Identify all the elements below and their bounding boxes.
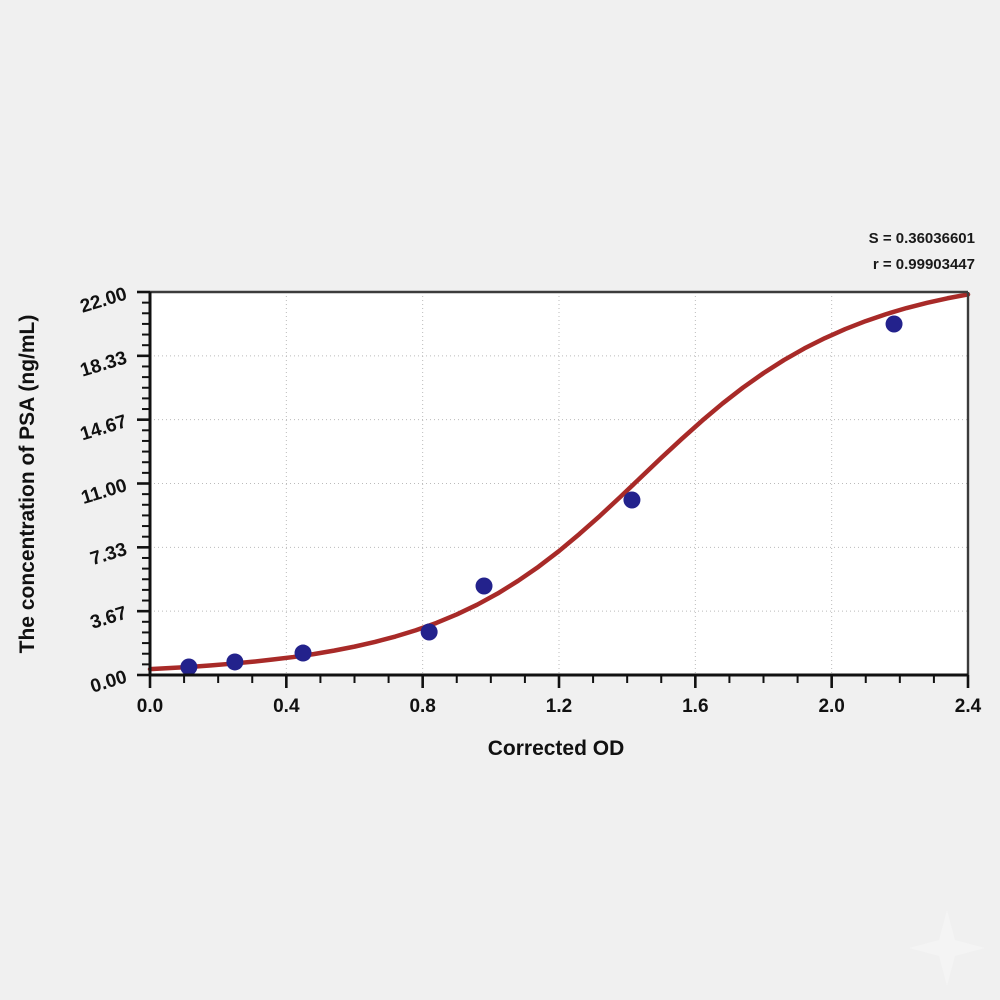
gridlines <box>150 292 968 675</box>
data-point-marker <box>226 653 244 671</box>
data-point-markers <box>180 315 903 676</box>
x-tick-label: 1.6 <box>682 696 708 717</box>
data-point-marker <box>420 623 438 641</box>
x-tick-label: 0.0 <box>137 696 163 717</box>
r-value-annotation: r = 0.99903447 <box>873 256 975 273</box>
x-tick-label: 2.0 <box>818 696 844 717</box>
x-tick-label: 2.4 <box>955 696 982 717</box>
x-tick-label: 0.4 <box>273 696 300 717</box>
x-axis-title: Corrected OD <box>488 737 625 760</box>
data-point-marker <box>475 577 493 595</box>
s-value-annotation: S = 0.36036601 <box>869 230 975 247</box>
x-axis-tick-labels: 0.0 0.4 0.8 1.2 1.6 2.0 2.4 <box>137 696 982 717</box>
data-point-marker <box>885 315 903 333</box>
x-tick-label: 1.2 <box>546 696 572 717</box>
data-point-marker <box>180 658 198 676</box>
axis-ticks <box>137 290 970 688</box>
data-point-marker <box>294 644 312 662</box>
data-point-marker <box>623 491 641 509</box>
fitted-curve-line <box>147 292 971 672</box>
four-point-star-icon <box>909 910 985 986</box>
y-axis-title: The concentration of PSA (ng/mL) <box>16 315 39 654</box>
x-tick-label: 0.8 <box>409 696 435 717</box>
